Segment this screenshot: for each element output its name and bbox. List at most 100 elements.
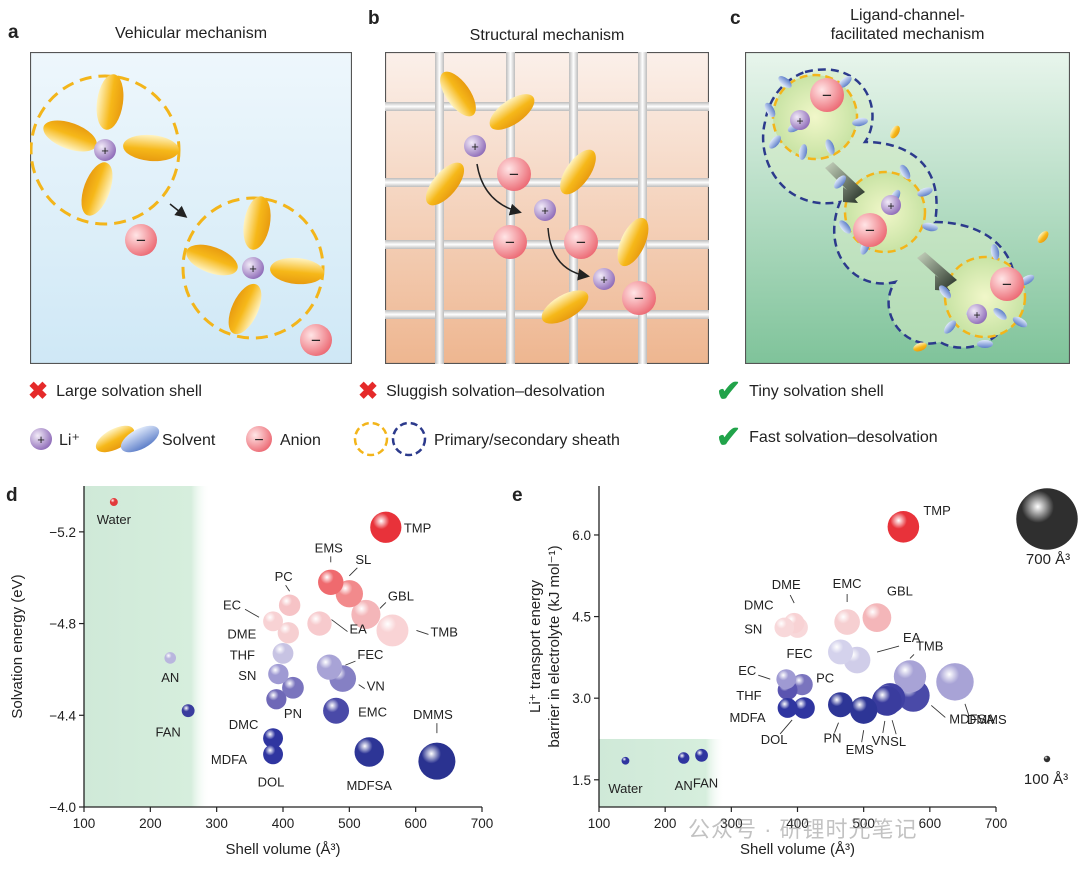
- data-point-tmb: [893, 660, 927, 693]
- y-tick-label: −4.8: [49, 617, 76, 632]
- solvent-yellow-icon: [95, 425, 135, 453]
- data-label-pc: PC: [816, 671, 834, 686]
- data-point-dmms: [936, 663, 974, 701]
- data-label-pn: PN: [284, 706, 302, 721]
- legend-symbols: + Li⁺ Solvent − Anion Primary/secondary …: [30, 421, 620, 457]
- x-axis-label: Shell volume (Å³): [740, 841, 855, 858]
- size-legend-marker: [1043, 755, 1051, 763]
- anion-a-2: [300, 324, 332, 356]
- cross-icon: ✖: [358, 378, 379, 405]
- legend-tiny-shell: ✔ Tiny solvation shell: [716, 375, 884, 408]
- y-axis-label-line1: Li⁺ transport energy: [527, 580, 544, 713]
- x-axis-label: Shell volume (Å³): [225, 841, 340, 858]
- li-ion-b-2-sign: +: [541, 203, 549, 218]
- leader-line: [882, 720, 886, 733]
- data-point-fec: [828, 639, 853, 665]
- data-point-vn: [871, 686, 902, 716]
- data-label-fan: FAN: [693, 775, 718, 790]
- li-ion-legend-sign: +: [37, 432, 45, 447]
- legend-li-text: Li⁺: [59, 432, 80, 449]
- data-label-sl: SL: [355, 552, 371, 567]
- leader-line: [964, 703, 970, 717]
- data-point-gbl: [351, 599, 381, 629]
- hop-arrow-1: [476, 163, 522, 216]
- solvation-shell-1: [30, 74, 181, 226]
- leader-line: [358, 684, 365, 689]
- anion-a-1: [125, 224, 157, 256]
- x-tick-label: 500: [852, 816, 875, 831]
- panel-c-illustration: + + + − − −: [745, 52, 1070, 364]
- data-point-tmp: [887, 511, 920, 543]
- li-ion-b-2: [534, 199, 556, 221]
- leader-line: [244, 608, 260, 618]
- solvent-cluster-1: [43, 74, 179, 216]
- data-label-mdfa: MDFA: [211, 752, 247, 767]
- data-label-fec: FEC: [787, 646, 813, 661]
- y-axis-label: Solvation energy (eV): [9, 574, 26, 718]
- anion-b-4-sign: −: [634, 289, 644, 308]
- anion-c-1-sign: −: [822, 86, 832, 105]
- data-label-emc: EMC: [358, 705, 387, 720]
- data-label-fan: FAN: [155, 725, 180, 740]
- x-tick-label: 200: [139, 816, 162, 831]
- x-tick-label: 300: [720, 816, 743, 831]
- data-label-gbl: GBL: [887, 584, 913, 599]
- data-label-dmc: DMC: [744, 597, 774, 612]
- data-label-dol: DOL: [761, 732, 788, 747]
- cross-icon: ✖: [28, 378, 49, 405]
- chart-e: 100 200 300 400 500 600 700 1.5 3.0 4.5 6.0 Shell v…: [527, 486, 1078, 858]
- data-label-dme: DME: [772, 577, 801, 592]
- leader-line: [379, 602, 387, 609]
- panel-title-c-line2: facilitated mechanism: [830, 26, 985, 43]
- li-ion-2-sign: +: [249, 261, 257, 276]
- li-ion-2: [242, 257, 264, 279]
- legend-anion-text: Anion: [280, 432, 321, 449]
- x-tick-label: 300: [205, 816, 228, 831]
- data-label-tmb: TMB: [430, 624, 457, 639]
- legend-fast-text: Fast solvation–desolvation: [749, 429, 938, 446]
- legend-large-shell-text: Large solvation shell: [56, 383, 202, 400]
- anion-b-2: [493, 225, 527, 259]
- data-point-ems: [849, 696, 878, 724]
- data-label-mdfsa: MDFSA: [949, 711, 995, 726]
- li-ion-c-1-sign: +: [796, 114, 803, 128]
- data-label-gbl: GBL: [388, 588, 414, 603]
- x-tick-label: 400: [272, 816, 295, 831]
- move-arrow-a: [169, 203, 188, 218]
- panel-title-b: Structural mechanism: [469, 27, 625, 44]
- li-ion-b-3-sign: +: [600, 272, 608, 287]
- data-point-dme: [277, 622, 299, 644]
- data-point-fan: [695, 748, 708, 762]
- check-icon: ✔: [716, 375, 742, 408]
- anion-legend-sign: −: [254, 432, 263, 449]
- data-label-ec: EC: [223, 597, 241, 612]
- data-point-emc: [834, 609, 860, 635]
- data-label-an: AN: [675, 778, 693, 793]
- leader-line: [891, 720, 897, 735]
- data-point-ec: [263, 611, 283, 632]
- leader-line: [861, 730, 865, 743]
- data-point-an: [164, 652, 177, 664]
- transport-arrow-1: [825, 162, 865, 203]
- size-legend-label: 700 Å³: [1026, 551, 1070, 568]
- legend-fast: ✔ Fast solvation–desolvation: [716, 423, 938, 453]
- leader-line: [779, 719, 793, 735]
- anion-c-2: [853, 213, 887, 247]
- panel-label-e: e: [512, 485, 523, 506]
- data-label-mdfa: MDFA: [729, 710, 765, 725]
- data-label-sl: SL: [890, 734, 906, 749]
- x-tick-label: 200: [654, 816, 677, 831]
- anion-b-1: [497, 157, 531, 191]
- li-ion-legend-icon: [30, 428, 52, 450]
- anion-c-3: [990, 267, 1024, 301]
- li-ion-c-2: [881, 195, 901, 215]
- shaded-region: [84, 486, 211, 807]
- legend-tiny-shell-text: Tiny solvation shell: [749, 383, 884, 400]
- data-label-dmms: DMMS: [967, 712, 1007, 727]
- data-label-ea: EA: [349, 622, 367, 637]
- data-label-mdfsa: MDFSA: [346, 778, 392, 793]
- anion-a-1-sign: −: [136, 231, 146, 250]
- data-point-ea: [307, 611, 332, 636]
- x-tick-label: 700: [985, 816, 1008, 831]
- data-label-dol: DOL: [258, 774, 285, 789]
